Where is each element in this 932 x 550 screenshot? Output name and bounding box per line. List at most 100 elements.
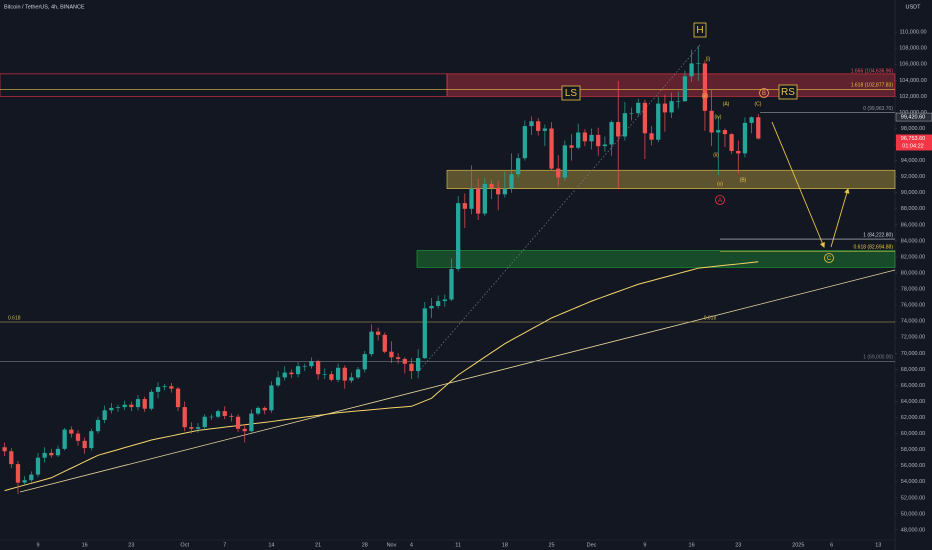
y-tick-label: 106,000.00: [899, 62, 927, 68]
candle-body: [729, 134, 734, 151]
candle-body: [269, 385, 274, 411]
moving-average: [4, 261, 759, 492]
candle-body: [509, 174, 514, 189]
y-tick-label: 64,000.00: [901, 399, 925, 405]
candle-body: [335, 367, 341, 380]
level-label: 1.618 (102,877.83): [851, 83, 894, 89]
x-tick-label: 9: [643, 542, 646, 548]
level-label: 0.618: [8, 315, 21, 321]
candle-body: [676, 101, 681, 102]
wave-label: A: [718, 198, 722, 204]
candle-body: [636, 102, 641, 114]
candle-body: [202, 416, 207, 428]
candle-body: [516, 158, 521, 175]
candle-body: [702, 63, 708, 111]
wave-label: (ii): [713, 152, 719, 158]
y-tick-label: 62,000.00: [901, 415, 925, 421]
candle-body: [229, 415, 234, 417]
candle-body: [215, 411, 221, 417]
candle-body: [369, 331, 374, 355]
y-tick-label: 72,000.00: [901, 335, 925, 341]
x-tick-label: 7: [223, 542, 226, 548]
wave-label-box: [778, 84, 798, 100]
candle-body: [315, 361, 321, 375]
candle-body: [609, 122, 614, 145]
y-tick-label: 52,000.00: [901, 495, 925, 501]
price-tag: [895, 112, 932, 122]
candle-body: [155, 387, 161, 392]
candle-body: [249, 413, 254, 432]
candle-body: [642, 102, 648, 134]
y-tick-label: 86,000.00: [901, 222, 925, 228]
candle-body: [35, 457, 41, 475]
candle-body: [429, 305, 434, 309]
y-tick-label: 110,000.00: [899, 30, 926, 36]
y-tick-label: 102,000.00: [899, 94, 927, 100]
currency: USDT: [906, 4, 922, 10]
candle-body: [556, 168, 561, 178]
wave-label: (A): [723, 101, 730, 107]
candle-body: [589, 134, 594, 142]
candle-body: [42, 452, 47, 458]
y-tick-label: 98,000.00: [901, 126, 925, 132]
y-tick-label: 84,000.00: [901, 238, 925, 244]
projection-arrow: [771, 121, 825, 248]
wave-label: LS: [565, 88, 578, 99]
level-label: 0 (99,963.70): [863, 106, 893, 112]
candle-body: [29, 474, 34, 481]
candle-body: [62, 429, 67, 449]
candle-body: [55, 448, 61, 456]
candle-body: [295, 366, 301, 375]
candle-body: [529, 121, 534, 127]
candle-body: [69, 429, 74, 434]
y-tick-label: 68,000.00: [901, 367, 925, 373]
candle-body: [449, 268, 454, 300]
wave-circle: [715, 195, 725, 205]
candle-body: [309, 361, 314, 367]
candle-body: [102, 410, 107, 420]
x-tick-label: 6: [830, 542, 833, 548]
price-tag: [896, 134, 932, 151]
y-tick-label: 82,000.00: [901, 254, 925, 260]
level-label: 1 (69,000.00): [863, 355, 893, 361]
x-tick-label: 16: [82, 542, 88, 548]
candle-body: [422, 308, 427, 359]
y-tick-label: 90,000.00: [901, 190, 925, 196]
candle-body: [162, 386, 167, 388]
wave-label: (i): [706, 56, 711, 62]
y-tick-label: 74,000.00: [901, 319, 925, 325]
candle-body: [709, 110, 714, 133]
candle-body: [195, 427, 201, 429]
candle-body: [662, 103, 668, 113]
candle-body: [689, 63, 694, 77]
candle-body: [649, 133, 654, 140]
x-tick-label: 21: [315, 542, 321, 548]
x-tick-label: 14: [268, 542, 274, 548]
candle-body: [582, 132, 588, 142]
candle-body: [402, 358, 407, 364]
y-tick-label: 56,000.00: [901, 463, 925, 469]
x-tick-label: 13: [875, 542, 881, 548]
candle-body: [716, 130, 721, 133]
candle-body: [242, 428, 247, 432]
trendline: [19, 269, 896, 493]
zone: [416, 250, 896, 268]
candle-body: [576, 132, 581, 148]
candle-body: [255, 407, 261, 414]
y-tick-label: 48,000.00: [901, 527, 925, 533]
candle-body: [89, 431, 94, 449]
candle-body: [169, 386, 174, 389]
y-tick-label: 92,000.00: [901, 174, 925, 180]
wave-label: (v): [717, 181, 723, 187]
candle-body: [436, 301, 441, 306]
candle-body: [182, 407, 187, 428]
candle-body: [462, 203, 467, 209]
candle-body: [342, 367, 347, 381]
candle-body: [349, 377, 354, 381]
wave-label: (iv): [715, 114, 722, 120]
level-label: 0.618: [704, 315, 717, 321]
level-label: 0.618 (82,694.88): [854, 245, 894, 251]
candle-body: [302, 366, 307, 367]
chart-title: Bitcoin / TetherUS, 4h, BINANCE: [4, 4, 85, 10]
